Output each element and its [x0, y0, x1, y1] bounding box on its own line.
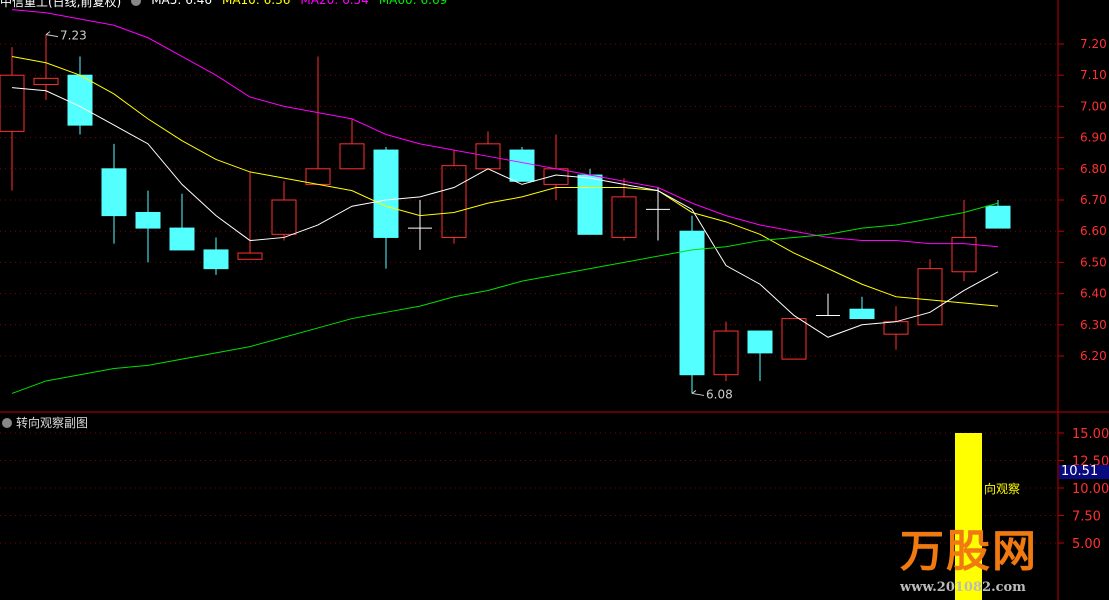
candle-down	[679, 230, 705, 376]
chart-header: 中信重工(日线,前复权) MA5: 6.46 MA10: 6.36 MA20: …	[0, 0, 447, 10]
ma5-label: MA5: 6.46	[151, 0, 212, 7]
candle-down	[135, 211, 161, 229]
watermark-url: www.201082.com	[900, 580, 1026, 595]
y-tick-label: 6.20	[1080, 349, 1107, 363]
stock-title: 中信重工(日线,前复权)	[0, 0, 122, 9]
sub-y-tick-label: 10.00	[1072, 482, 1109, 497]
ma20-line	[11, 9, 999, 248]
ma10-label: MA10: 6.36	[221, 0, 291, 7]
y-tick-label: 6.30	[1080, 318, 1107, 332]
candle-up	[781, 318, 807, 360]
signal-bar	[955, 433, 982, 600]
price-annotation: 7.23	[60, 29, 87, 43]
candle-down	[509, 149, 535, 182]
candle-up	[917, 268, 943, 326]
sub-y-tick-label: 7.50	[1072, 510, 1101, 525]
candle-up	[33, 77, 59, 86]
y-tick-label: 7.00	[1080, 99, 1107, 113]
candle-up	[339, 143, 365, 170]
candle-down	[985, 205, 1011, 229]
y-tick-label: 6.90	[1080, 131, 1107, 145]
candle-up	[883, 321, 909, 335]
candle-down	[849, 308, 875, 320]
ma5-line	[11, 87, 999, 338]
y-tick-label: 6.50	[1080, 255, 1107, 269]
y-tick-label: 6.60	[1080, 224, 1107, 238]
price-annotation-arrow	[691, 390, 705, 396]
candle-up	[305, 168, 331, 185]
settings-icon[interactable]	[131, 0, 142, 6]
price-annotation: 6.08	[706, 387, 733, 401]
ma20-label: MA20: 6.54	[300, 0, 369, 7]
sub-y-tick-label: 15.00	[1072, 427, 1109, 442]
subchart-title: 转向观察副图	[16, 416, 89, 430]
candle-up	[441, 165, 467, 238]
ma60-label: MA60: 6.69	[378, 0, 448, 7]
candle-down	[373, 149, 399, 238]
subchart-header[interactable]: 转向观察副图	[2, 414, 88, 431]
y-tick-label: 7.20	[1080, 37, 1107, 51]
candle-up	[237, 252, 263, 260]
candle-up	[271, 199, 297, 235]
ma60-line	[11, 202, 999, 394]
ma10-line	[11, 55, 999, 307]
candle-up	[951, 236, 977, 273]
candle-up	[543, 168, 569, 185]
signal-label: 向观察	[984, 481, 1020, 496]
y-tick-label: 7.10	[1080, 68, 1107, 82]
candle-down	[577, 174, 603, 235]
y-tick-label: 6.40	[1080, 287, 1107, 301]
y-tick-label: 6.80	[1080, 162, 1107, 176]
candle-up	[0, 74, 25, 132]
candle-up	[611, 196, 637, 238]
candle-down	[67, 74, 93, 126]
candle-down	[101, 168, 127, 217]
candle-down	[747, 330, 773, 354]
chevron-down-icon[interactable]	[2, 417, 12, 428]
price-annotation-arrow	[45, 31, 59, 38]
candle-down	[169, 227, 195, 251]
candle-down	[203, 249, 229, 270]
watermark-logo: 万股网	[900, 526, 1038, 577]
sub-y-tick-label: 5.00	[1072, 537, 1101, 552]
candle-up	[713, 330, 739, 376]
current-value-badge: 10.51	[1059, 465, 1109, 479]
y-tick-label: 6.70	[1080, 193, 1107, 207]
